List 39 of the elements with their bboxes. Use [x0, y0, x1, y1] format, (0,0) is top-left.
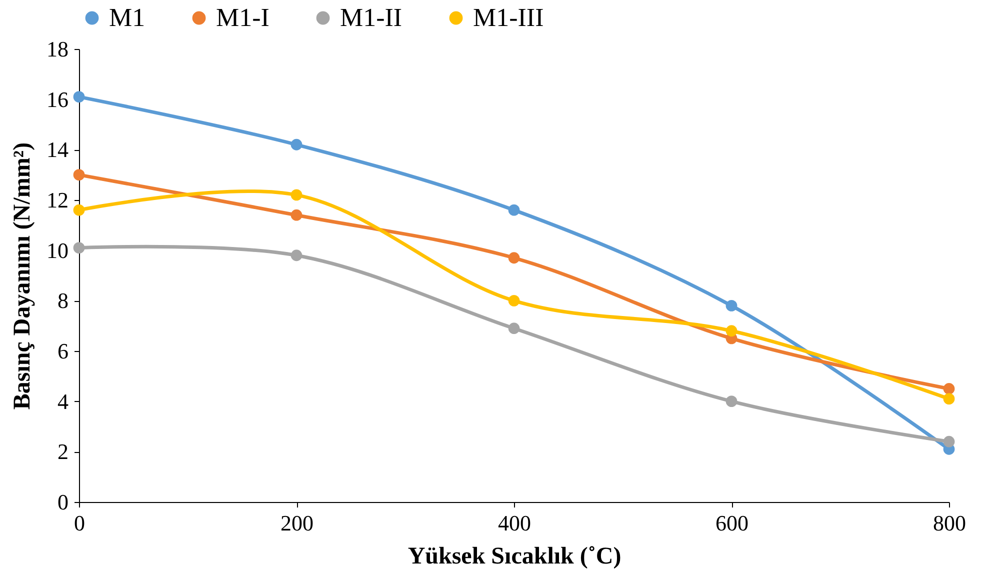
- x-tick-label: 0: [74, 510, 85, 536]
- y-tick-label: 4: [58, 388, 68, 414]
- point: [508, 294, 520, 306]
- legend-label: M1-II: [340, 3, 402, 32]
- x-axis-title: Yüksek Sıcaklık (˚C): [408, 544, 622, 570]
- point: [943, 436, 955, 448]
- point: [290, 250, 302, 262]
- point: [290, 189, 302, 201]
- point: [726, 396, 738, 408]
- x-tick-label: 200: [280, 510, 314, 536]
- y-tick-label: 0: [58, 490, 68, 514]
- point: [290, 209, 302, 221]
- point: [73, 91, 85, 103]
- point: [508, 204, 520, 216]
- y-tick-label: 18: [46, 36, 68, 62]
- y-axis-title: Basınç Dayanımı (N/mm²): [10, 142, 36, 410]
- point: [290, 138, 302, 150]
- y-tick-label: 6: [58, 338, 68, 364]
- point: [726, 300, 738, 312]
- x-tick-label: 800: [933, 510, 966, 536]
- legend-label: M1: [109, 3, 146, 32]
- legend-label: M1-I: [216, 3, 270, 32]
- point: [508, 322, 520, 334]
- point: [73, 242, 85, 254]
- y-tick-label: 16: [46, 86, 68, 112]
- point: [73, 169, 85, 181]
- y-tick-label: 12: [46, 188, 68, 212]
- point: [508, 252, 520, 264]
- y-tick-label: 10: [46, 238, 68, 263]
- y-tick-label: 14: [46, 137, 68, 162]
- point: [943, 393, 955, 405]
- x-tick-label: 600: [716, 510, 748, 536]
- point: [726, 325, 738, 337]
- point: [73, 204, 85, 216]
- y-tick-label: 2: [58, 439, 68, 464]
- x-tick-label: 400: [498, 510, 531, 536]
- y-tick-label: 8: [58, 288, 68, 314]
- point: [943, 383, 955, 394]
- legend-label: M1-III: [473, 3, 544, 32]
